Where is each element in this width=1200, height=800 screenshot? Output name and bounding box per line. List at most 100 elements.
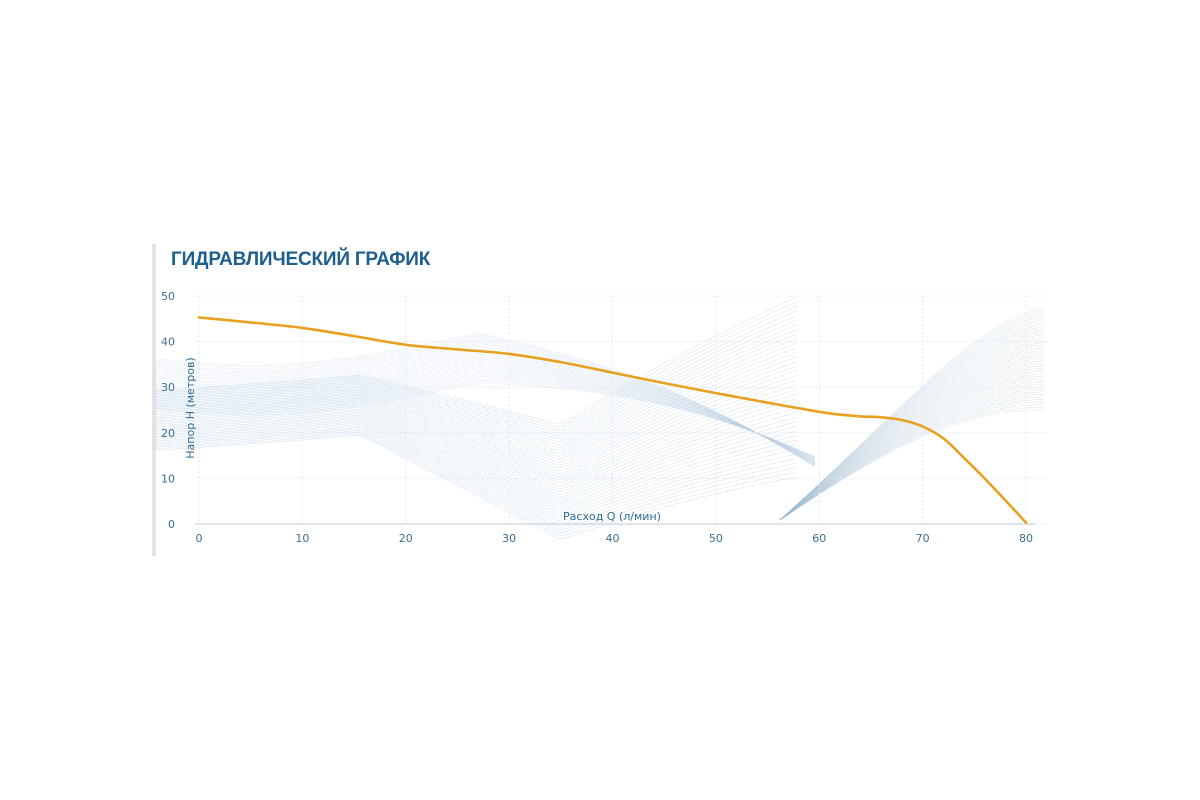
wave-line	[154, 362, 816, 462]
wave-line	[154, 343, 816, 466]
wave-line	[154, 370, 816, 460]
wave-line	[779, 347, 1045, 521]
ribbon-left	[154, 296, 798, 540]
ribbon-right	[779, 307, 1045, 521]
wave-line	[779, 310, 1045, 521]
wave-line	[154, 360, 816, 462]
wave-line	[154, 377, 816, 458]
wave-line	[154, 337, 816, 467]
wave-line	[154, 372, 816, 460]
wave-line	[154, 382, 816, 457]
x-tick-label: 30	[502, 532, 516, 545]
wave-line	[779, 334, 1045, 521]
wave-line	[154, 379, 816, 458]
wave-line	[154, 384, 798, 481]
x-tick-label: 10	[295, 532, 309, 545]
wave-line	[779, 344, 1045, 521]
wave-line	[154, 319, 798, 440]
wave-line	[779, 331, 1045, 521]
wave-line	[154, 363, 816, 461]
wave-line	[779, 378, 1045, 521]
x-tick-label: 50	[709, 532, 723, 545]
wave-line	[154, 339, 816, 466]
wave-line	[154, 332, 816, 468]
wave-line	[779, 352, 1045, 521]
wave-line	[779, 373, 1045, 521]
wave-line	[154, 365, 816, 461]
wave-line	[154, 434, 798, 540]
wave-line	[154, 344, 816, 465]
wave-line	[779, 349, 1045, 521]
y-tick-label: 30	[161, 381, 175, 394]
y-tick-label: 50	[161, 290, 175, 303]
decorative-wave-background	[154, 296, 1045, 540]
wave-line	[779, 357, 1045, 521]
wave-line	[779, 381, 1045, 521]
wave-line	[154, 414, 798, 501]
wave-line	[154, 427, 798, 525]
wave-line	[154, 430, 798, 531]
x-tick-label: 40	[606, 532, 620, 545]
wave-line	[154, 338, 798, 451]
wave-line	[154, 417, 798, 507]
wave-line	[154, 358, 816, 462]
wave-line	[154, 356, 816, 463]
wave-line	[154, 365, 798, 469]
wave-line	[154, 315, 798, 437]
wave-line	[154, 334, 816, 467]
chart-tick-labels: 0 10 20 30 40 50 60 70 80 0 10 20 30 40 50	[161, 290, 1033, 545]
wave-line	[779, 399, 1045, 521]
wave-line	[154, 428, 798, 528]
wave-line	[154, 346, 816, 465]
wave-line	[779, 318, 1045, 521]
wave-line	[154, 407, 798, 495]
wave-line	[779, 323, 1045, 521]
wave-line	[154, 356, 798, 463]
wave-line	[154, 305, 798, 431]
wave-line	[779, 394, 1045, 521]
wave-line	[154, 433, 798, 537]
y-axis-title: Напор Н (метров)	[184, 357, 197, 458]
wave-line	[779, 388, 1045, 521]
wave-line	[779, 375, 1045, 521]
wave-line	[779, 307, 1045, 521]
wave-line	[154, 419, 798, 510]
wave-line	[154, 328, 798, 445]
wave-line	[154, 353, 816, 463]
wave-line	[154, 370, 798, 472]
y-tick-label: 0	[168, 518, 175, 531]
wave-line	[154, 374, 816, 459]
wave-line	[154, 347, 798, 457]
wave-line	[154, 420, 798, 513]
y-tick-label: 20	[161, 427, 175, 440]
wave-line	[154, 431, 798, 534]
wave-line	[779, 404, 1045, 521]
wave-line	[154, 336, 816, 467]
x-tick-label: 70	[916, 532, 930, 545]
wave-line	[779, 328, 1045, 521]
wave-line	[154, 398, 798, 489]
x-axis-title: Расход Q (л/мин)	[563, 510, 661, 523]
wave-line	[154, 348, 816, 465]
wave-line	[779, 362, 1045, 521]
x-tick-label: 80	[1019, 532, 1033, 545]
wave-line	[779, 315, 1045, 521]
wave-line	[779, 313, 1045, 521]
wave-line	[779, 360, 1045, 521]
wave-line	[154, 416, 798, 504]
wave-line	[779, 354, 1045, 521]
wave-line	[779, 386, 1045, 521]
wave-line	[154, 310, 798, 434]
wave-line	[154, 296, 798, 425]
x-tick-label: 20	[399, 532, 413, 545]
wave-line	[779, 401, 1045, 521]
ribbon-upper	[154, 332, 816, 468]
wave-line	[154, 361, 798, 466]
wave-line	[779, 383, 1045, 521]
y-tick-label: 40	[161, 336, 175, 349]
wave-line	[779, 407, 1044, 521]
wave-line	[154, 341, 816, 466]
wave-line	[154, 388, 798, 483]
head-flow-curve	[197, 316, 1028, 524]
wave-line	[154, 375, 798, 475]
